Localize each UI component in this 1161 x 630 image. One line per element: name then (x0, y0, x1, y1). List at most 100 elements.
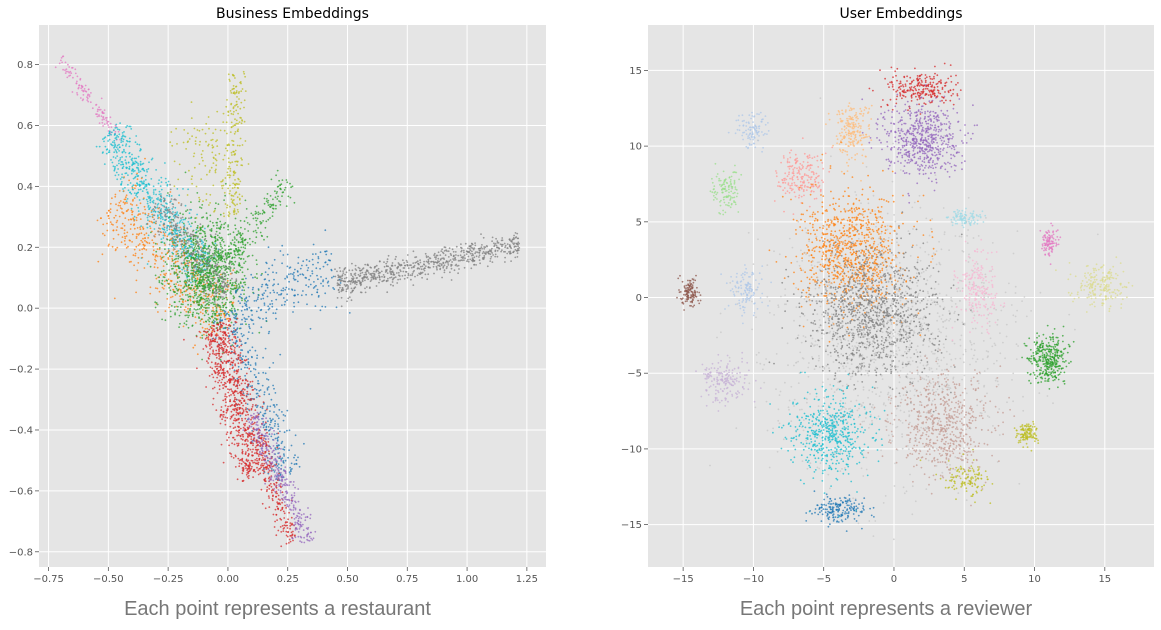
data-point (801, 257, 803, 260)
data-point (800, 341, 803, 344)
data-point (800, 184, 802, 187)
data-point (910, 86, 913, 88)
data-point (817, 339, 819, 341)
data-point (914, 152, 916, 155)
data-point (856, 129, 859, 132)
data-point (848, 232, 851, 234)
data-point (824, 312, 827, 314)
data-point (878, 233, 880, 235)
data-point (847, 129, 850, 132)
data-point (853, 384, 856, 386)
data-point (880, 340, 883, 342)
data-point (933, 141, 935, 144)
data-point (723, 181, 725, 184)
data-point (936, 312, 939, 314)
data-point (860, 264, 863, 266)
data-point (822, 269, 824, 272)
data-point (830, 355, 832, 357)
data-point (848, 195, 851, 198)
data-point (687, 295, 690, 297)
data-point (899, 135, 902, 137)
data-point (950, 153, 952, 156)
data-point (698, 291, 701, 294)
data-point (755, 125, 758, 128)
data-point (924, 137, 927, 139)
data-point (854, 133, 857, 136)
data-point (851, 332, 854, 335)
data-point (841, 151, 844, 154)
data-point (821, 205, 824, 208)
data-point (909, 323, 912, 326)
data-point (757, 238, 759, 241)
data-point (892, 200, 895, 203)
data-point (928, 234, 931, 237)
data-point (945, 143, 947, 146)
data-point (858, 319, 861, 322)
data-point (897, 365, 899, 368)
data-point (908, 86, 911, 89)
data-point (910, 100, 913, 102)
data-point (935, 447, 938, 450)
data-point (860, 113, 862, 115)
data-point (886, 321, 889, 324)
data-point (896, 95, 898, 98)
data-point (810, 345, 812, 347)
data-point (910, 133, 913, 136)
data-point (919, 355, 922, 358)
data-point (804, 336, 807, 338)
data-point (872, 194, 875, 197)
data-point (903, 172, 906, 175)
data-point (880, 210, 882, 213)
data-point (852, 319, 855, 322)
data-point (745, 145, 748, 148)
data-point (738, 114, 740, 117)
data-point (866, 215, 869, 218)
data-point (927, 128, 930, 131)
data-point (919, 117, 922, 120)
data-point (898, 277, 901, 279)
data-point (861, 381, 864, 383)
data-point (894, 220, 897, 223)
data-point (987, 350, 990, 353)
data-point (922, 364, 925, 367)
data-point (760, 278, 763, 281)
data-point (911, 246, 914, 249)
data-point (785, 303, 787, 306)
data-point (779, 390, 782, 393)
data-point (862, 224, 864, 227)
data-point (885, 281, 888, 283)
data-point (838, 299, 840, 302)
data-point (841, 299, 844, 302)
data-point (802, 165, 804, 168)
data-point (748, 287, 751, 290)
data-point (849, 331, 851, 334)
data-point (678, 291, 681, 294)
data-point (857, 117, 859, 120)
user-cluster (768, 141, 937, 343)
data-point (830, 155, 832, 158)
data-point (959, 129, 962, 132)
data-point (803, 173, 806, 175)
data-point (878, 277, 881, 280)
data-point (844, 242, 847, 245)
data-point (740, 274, 743, 276)
data-point (805, 295, 807, 298)
data-point (875, 393, 877, 395)
data-point (749, 138, 752, 141)
data-point (895, 414, 897, 417)
data-point (925, 488, 928, 490)
data-point (811, 215, 814, 218)
data-point (883, 111, 886, 114)
data-point (898, 349, 901, 352)
data-point (982, 358, 984, 360)
data-point (894, 305, 896, 307)
data-point (887, 109, 890, 112)
data-point (829, 302, 832, 305)
data-point (928, 100, 931, 103)
data-point (921, 134, 924, 137)
data-point (894, 316, 896, 319)
data-point (847, 322, 849, 324)
data-point (888, 257, 890, 260)
data-point (857, 324, 859, 326)
data-point (871, 237, 874, 240)
